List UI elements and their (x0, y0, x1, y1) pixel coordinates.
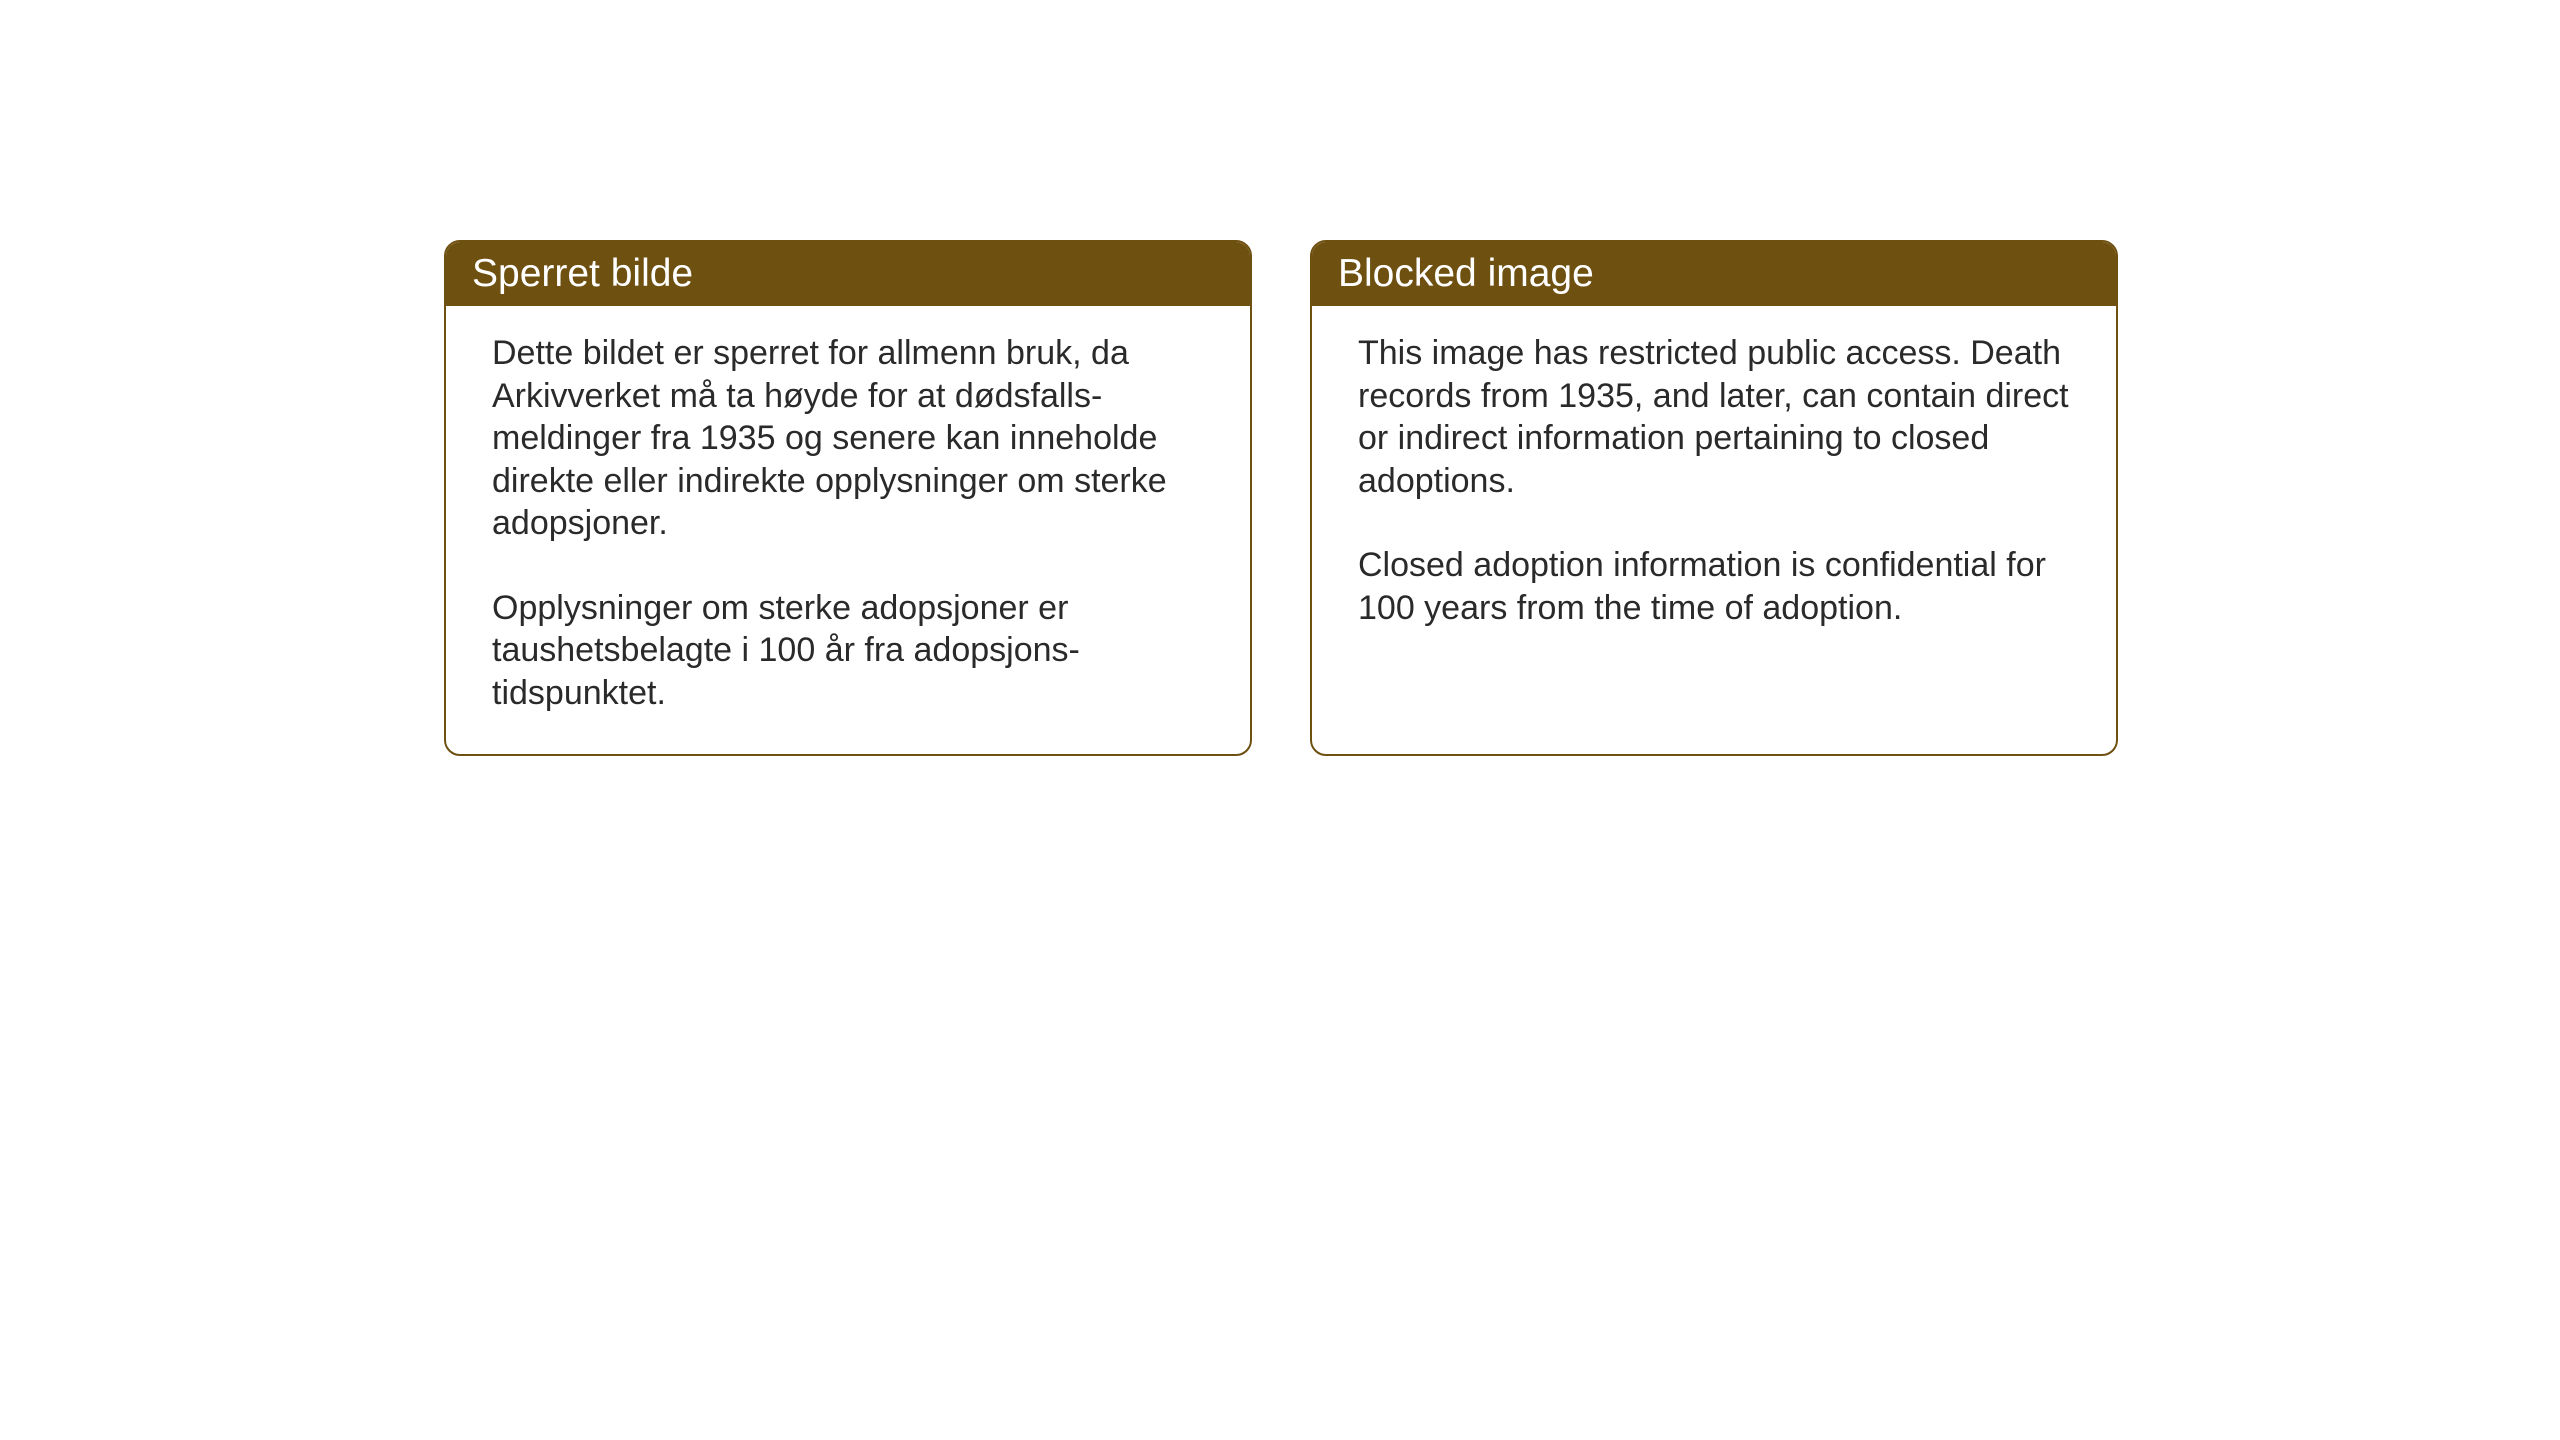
notice-card-norwegian: Sperret bilde Dette bildet er sperret fo… (444, 240, 1252, 756)
notice-paragraph-1-norwegian: Dette bildet er sperret for allmenn bruk… (492, 332, 1204, 545)
notice-title-norwegian: Sperret bilde (472, 252, 693, 295)
notice-card-english: Blocked image This image has restricted … (1310, 240, 2118, 756)
notice-title-english: Blocked image (1338, 252, 1594, 295)
notice-body-norwegian: Dette bildet er sperret for allmenn bruk… (446, 306, 1250, 754)
notice-body-english: This image has restricted public access.… (1312, 306, 2116, 669)
notice-paragraph-2-english: Closed adoption information is confident… (1358, 544, 2070, 629)
notice-paragraph-1-english: This image has restricted public access.… (1358, 332, 2070, 502)
notice-header-english: Blocked image (1312, 242, 2116, 306)
notice-paragraph-2-norwegian: Opplysninger om sterke adopsjoner er tau… (492, 587, 1204, 715)
notice-header-norwegian: Sperret bilde (446, 242, 1250, 306)
notice-container: Sperret bilde Dette bildet er sperret fo… (444, 240, 2118, 756)
